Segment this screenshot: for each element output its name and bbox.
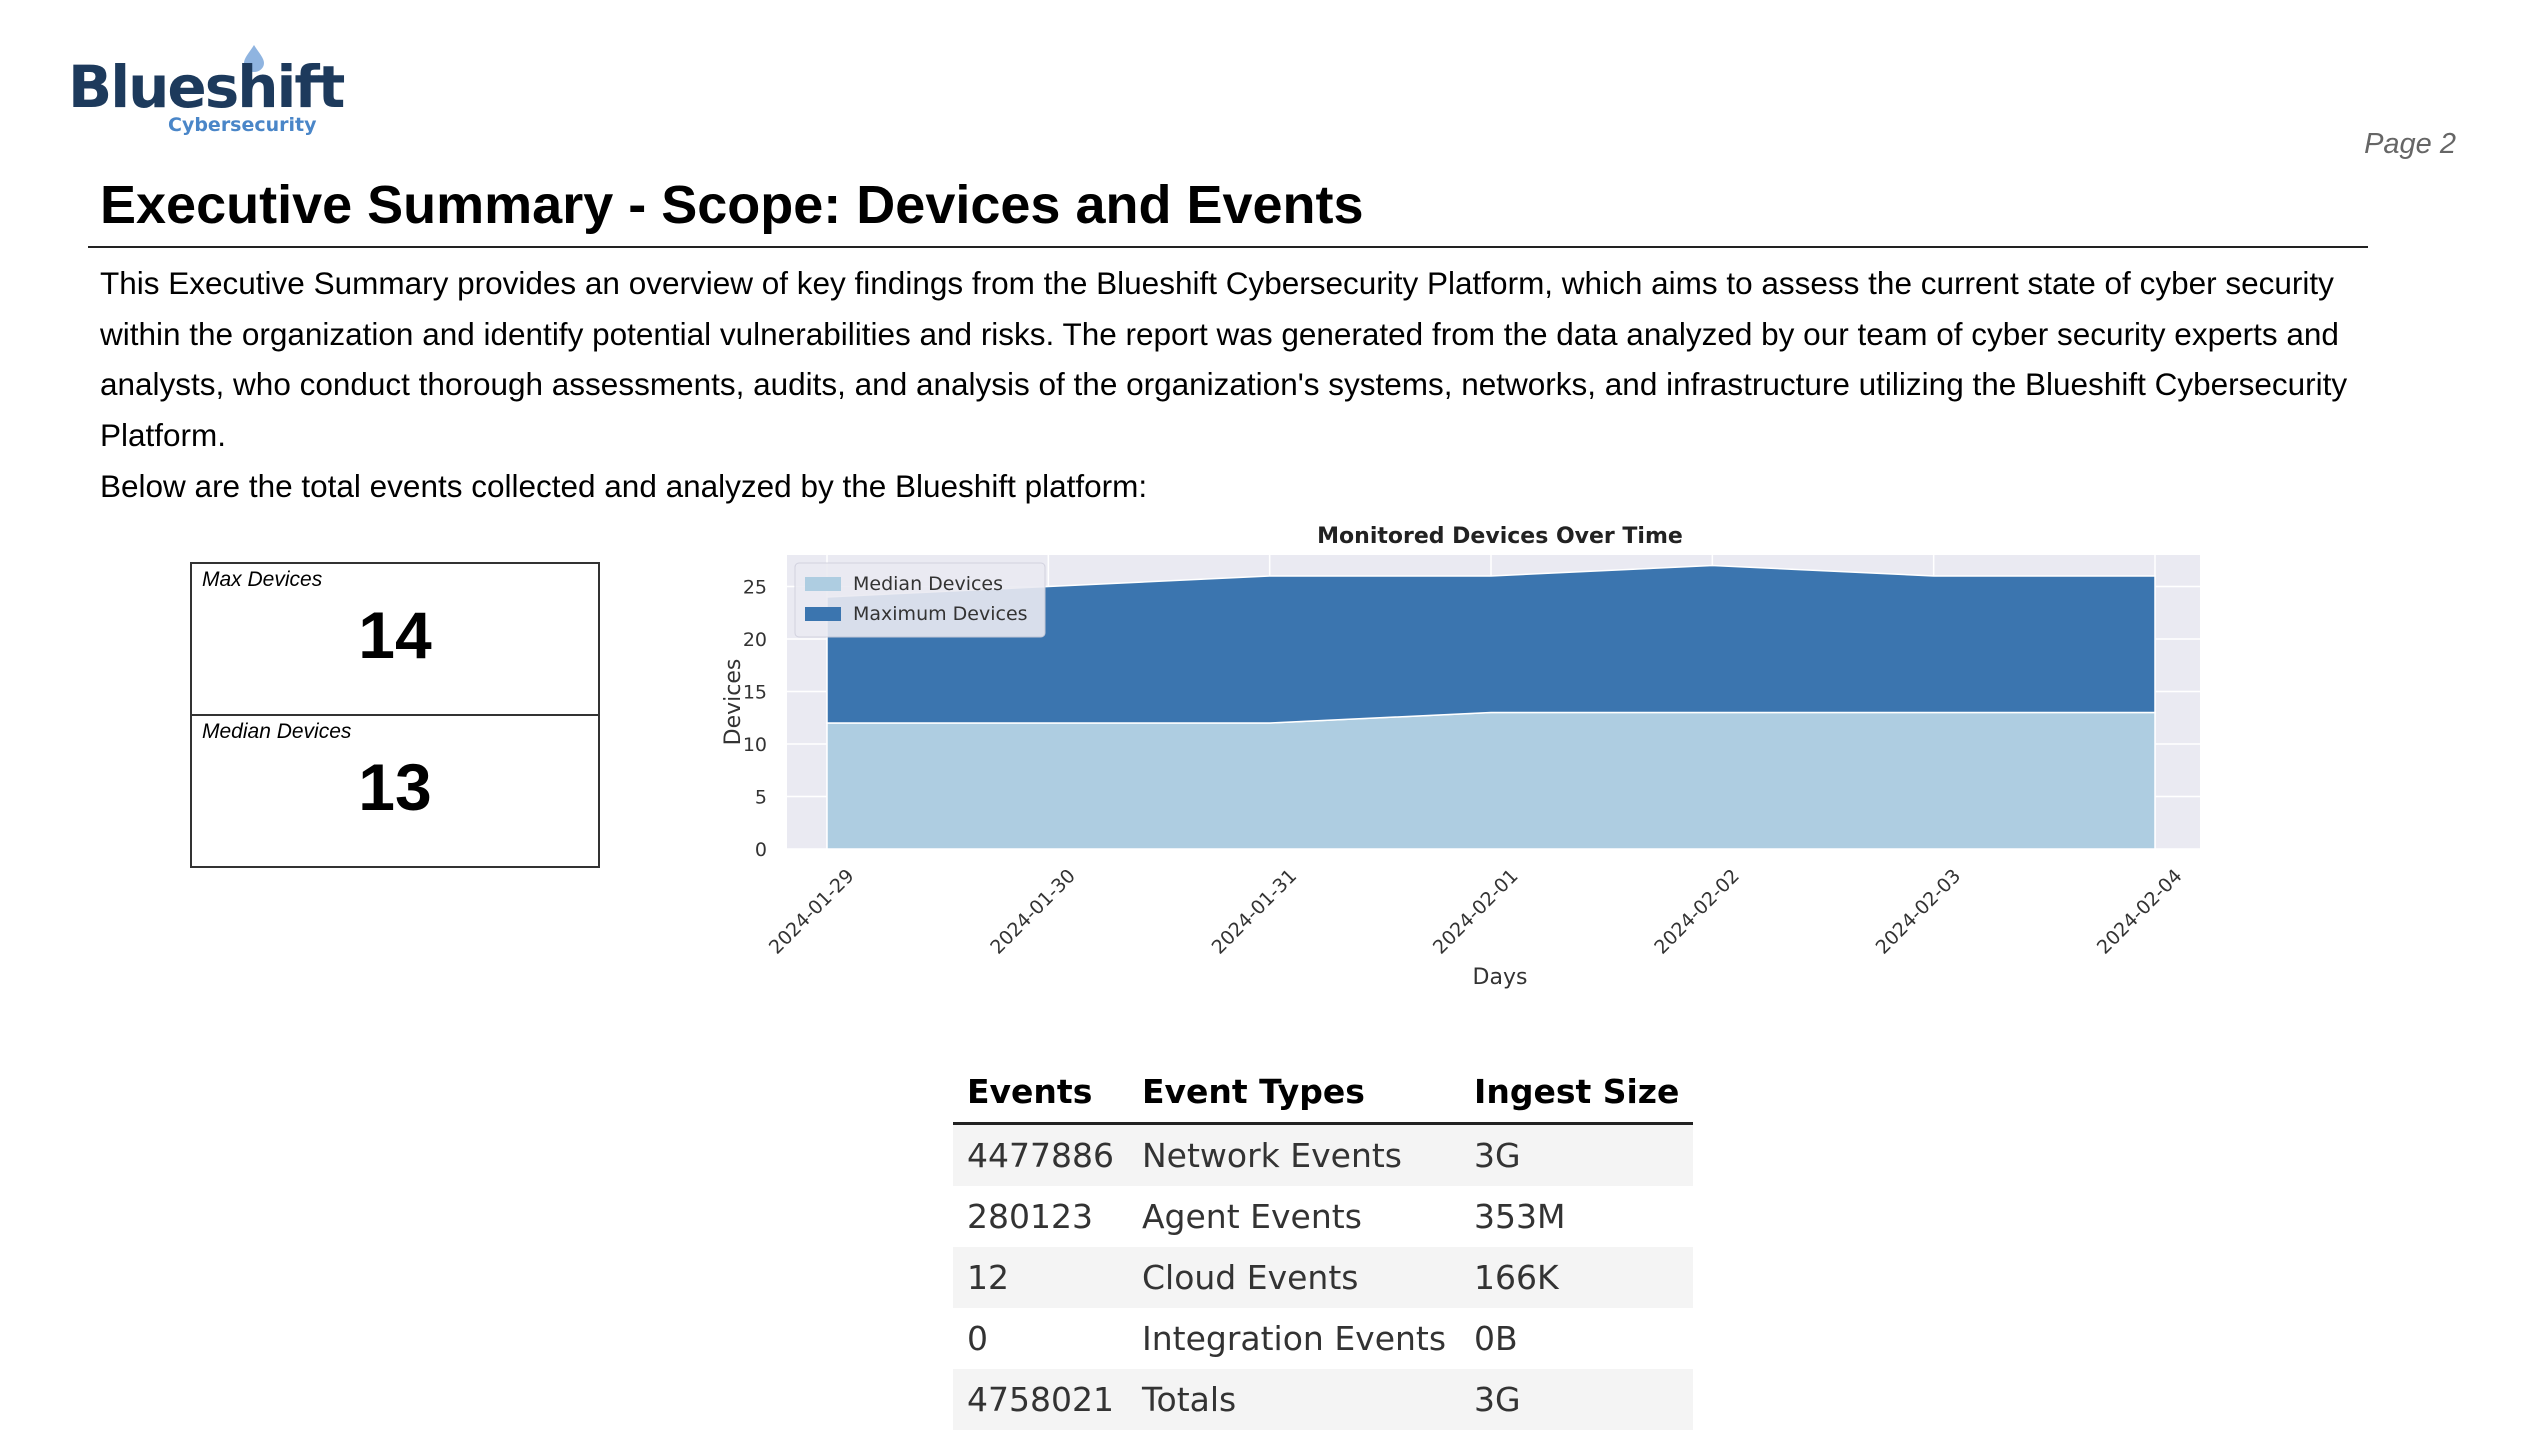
blueshift-logo: Blueshift Cybersecurity (68, 42, 345, 142)
col-header-event-types: Event Types (1127, 1060, 1461, 1125)
chart-xlabel: Days (1473, 965, 1528, 990)
chart-xtick-label: 2024-01-31 (1208, 865, 1302, 959)
median-devices-label: Median Devices (202, 720, 352, 743)
chart-xtick-label: 2024-02-01 (1429, 865, 1523, 959)
chart-ytick-label: 10 (743, 734, 767, 756)
logo-wordmark: Blueshift (68, 53, 345, 121)
col-header-ingest-size: Ingest Size (1460, 1060, 1694, 1125)
chart-legend-frame (794, 562, 1046, 638)
col-header-events: Events (953, 1060, 1128, 1125)
events-count: 4758021 (953, 1369, 1128, 1430)
ingest-size: 3G (1460, 1369, 1694, 1430)
chart-xtick-label: 2024-02-04 (2093, 865, 2187, 959)
chart-area-maximum-devices (826, 564, 2156, 724)
ingest-size: 166K (1460, 1247, 1694, 1308)
table-row: 4477886 Network Events 3G (953, 1123, 1694, 1186)
table-row: 4758021 Totals 3G (953, 1369, 1694, 1430)
chart-xtick-label: 2024-01-29 (765, 865, 859, 959)
chart-xtick-label: 2024-01-30 (986, 865, 1080, 959)
chart-ytick-label: 5 (755, 787, 767, 809)
max-devices-stat: Max Devices 14 (192, 564, 598, 714)
chart-ytick-label: 15 (743, 682, 767, 704)
events-count: 0 (967, 1319, 988, 1358)
chart-area-median-devices (826, 711, 2156, 850)
table-header-row: Events Event Types Ingest Size (953, 1060, 1694, 1125)
intro-paragraph: This Executive Summary provides an overv… (100, 265, 2348, 453)
chart-legend-swatch (805, 577, 841, 591)
median-devices-stat: Median Devices 13 (192, 714, 598, 866)
chart-legend-label: Maximum Devices (853, 603, 1028, 625)
chart-xtick-label: 2024-02-02 (1650, 865, 1744, 959)
chart-legend-swatch (805, 607, 841, 621)
chart-ylabel: Devices (721, 659, 746, 746)
max-devices-label: Max Devices (202, 568, 323, 591)
events-count: 280123 (967, 1197, 1093, 1236)
event-type: Cloud Events (1127, 1247, 1461, 1308)
event-type: Integration Events (1141, 1319, 1447, 1358)
device-stats-box: Max Devices 14 Median Devices 13 (190, 562, 600, 868)
table-row: 280123 Agent Events 353M (953, 1186, 1693, 1247)
droplet-icon (244, 45, 264, 72)
events-lead-text: Below are the total events collected and… (100, 468, 1148, 504)
chart-legend-label: Median Devices (853, 573, 1003, 595)
event-type: Agent Events (1141, 1197, 1362, 1236)
events-count: 4477886 (953, 1123, 1128, 1186)
table-row: 12 Cloud Events 166K (953, 1247, 1694, 1308)
max-devices-value: 14 (358, 598, 432, 672)
page-number: Page 2 (2364, 128, 2456, 160)
title-divider (88, 246, 2368, 248)
event-type: Network Events (1127, 1123, 1461, 1186)
chart-ytick-label: 25 (743, 577, 767, 599)
ingest-size: 0B (1474, 1319, 1518, 1358)
median-devices-value: 13 (358, 750, 432, 824)
chart-ytick-label: 0 (755, 839, 767, 861)
event-type: Totals (1127, 1369, 1461, 1430)
events-table: Events Event Types Ingest Size 4477886 N… (953, 1060, 1694, 1430)
ingest-size: 3G (1460, 1123, 1694, 1186)
ingest-size: 353M (1474, 1197, 1566, 1236)
chart-legend: Median Devices Maximum Devices (794, 562, 1046, 638)
events-count: 12 (953, 1247, 1128, 1308)
chart-ytick-label: 20 (743, 629, 767, 651)
devices-over-time-chart: 0 5 10 15 20 25 2024-01-29 2024-01-30 2024-01-3… (721, 524, 2200, 990)
chart-title: Monitored Devices Over Time (1317, 524, 1683, 549)
table-row: 0 Integration Events 0B (953, 1308, 1693, 1369)
page-title: Executive Summary - Scope: Devices and E… (100, 175, 1364, 235)
logo-tagline: Cybersecurity (168, 114, 317, 136)
chart-xtick-label: 2024-02-03 (1872, 865, 1966, 959)
